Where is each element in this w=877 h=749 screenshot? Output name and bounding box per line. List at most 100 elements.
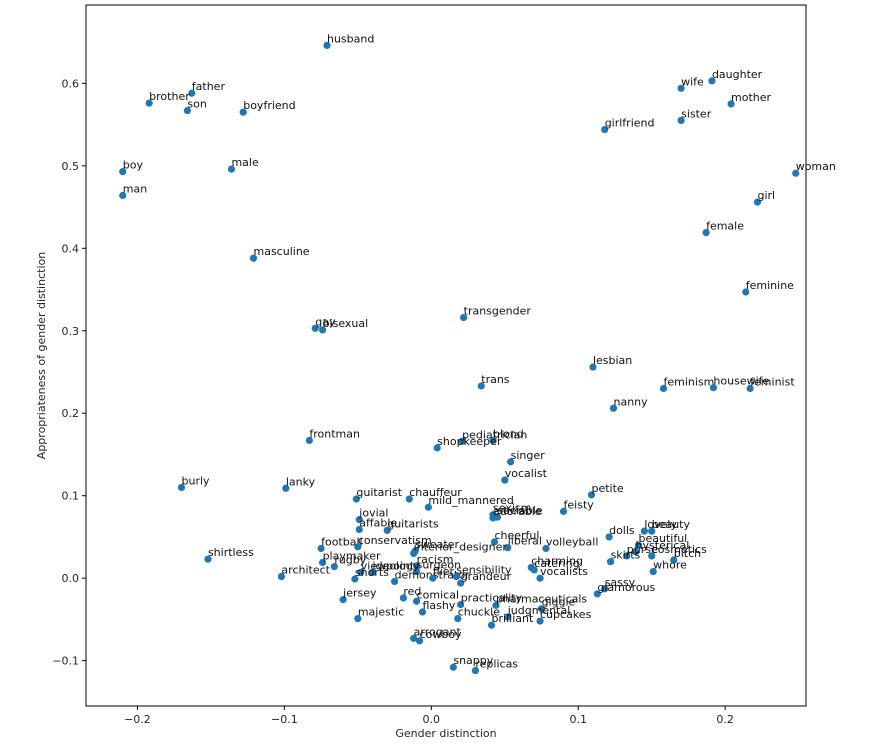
data-point-label: housewife — [713, 375, 769, 388]
data-point-label: chuckle — [458, 606, 500, 619]
data-point — [457, 579, 465, 587]
data-point-group: feisty — [559, 498, 594, 515]
data-point-group: burly — [177, 474, 210, 492]
data-point-label: vocalist — [505, 467, 548, 480]
data-point — [504, 544, 512, 552]
data-point-group: man — [119, 183, 147, 200]
y-tick-label: 0.6 — [62, 77, 80, 90]
data-point — [507, 458, 515, 466]
data-point-group: shorts — [351, 566, 389, 583]
data-point-label: sociable — [497, 504, 542, 517]
data-point-group: cheerful — [490, 529, 539, 546]
data-point-group: guitarist — [352, 486, 403, 503]
data-point-group: ideology — [368, 559, 420, 576]
data-point-label: architect — [281, 564, 330, 577]
data-point-group: feminine — [742, 279, 794, 296]
x-tick-label: 0.0 — [423, 713, 441, 726]
data-point — [355, 516, 363, 524]
data-point-label: masculine — [254, 245, 310, 258]
data-point-label: whore — [653, 559, 687, 572]
data-point-group: petite — [587, 482, 624, 499]
data-point-label: shirtless — [208, 546, 254, 559]
data-point-group: boyfriend — [239, 99, 296, 116]
data-point-label: sensibility — [456, 564, 512, 577]
data-point-group: chuckle — [454, 606, 500, 623]
data-point-group: mild_mannered — [424, 494, 514, 511]
data-point — [593, 590, 601, 598]
data-point — [318, 326, 327, 334]
data-point — [413, 567, 421, 576]
data-point-label: beautiful — [638, 532, 687, 545]
data-point — [742, 288, 750, 296]
data-point — [606, 558, 615, 566]
data-point — [609, 404, 618, 412]
data-point-group: singer — [507, 449, 545, 466]
data-point-group: arrogant — [410, 625, 461, 642]
data-point — [188, 89, 196, 97]
data-point-group: surgeon — [413, 559, 461, 576]
data-point — [708, 77, 716, 85]
data-point-label: shopkeeper — [437, 435, 502, 448]
data-point — [501, 476, 509, 484]
data-point-label: liberal — [508, 535, 542, 548]
data-point-group: hysterical — [631, 539, 689, 556]
data-point-label: guitarists — [387, 517, 439, 530]
data-point-group: gay — [311, 315, 336, 332]
data-point-label: husband — [327, 32, 374, 45]
data-point-group: sister — [677, 107, 712, 125]
data-point-group: architect — [277, 564, 331, 581]
data-point-label: shorts — [355, 566, 389, 579]
data-point-group: giggle — [537, 596, 576, 613]
data-point — [413, 597, 421, 605]
data-point — [410, 634, 418, 642]
data-point — [183, 106, 191, 115]
data-point-label: affable — [359, 517, 397, 530]
data-point-group: jersey — [339, 587, 377, 604]
data-point-label: daughter — [712, 68, 763, 81]
data-point-group: feminism — [659, 375, 714, 393]
data-point-label: grandeur — [461, 570, 512, 583]
data-point-label: flier — [433, 565, 455, 578]
data-point-group: girl — [753, 189, 775, 206]
data-point-group: pediatrician — [458, 428, 527, 445]
data-point-label: conservatism — [358, 534, 432, 547]
data-point-group: male — [227, 156, 259, 173]
data-point — [648, 552, 656, 560]
data-point-group: transgender — [460, 305, 531, 322]
data-point-label: giggle — [542, 596, 576, 609]
data-point-group: nanny — [609, 395, 648, 412]
data-point — [352, 495, 360, 503]
data-point — [429, 574, 437, 582]
y-tick-label: 0.2 — [62, 407, 80, 420]
data-point-label: guitarist — [356, 486, 402, 499]
data-point-group: jovial — [355, 507, 388, 524]
data-point — [640, 527, 648, 535]
data-point-label: transgender — [464, 305, 532, 318]
data-point — [415, 637, 424, 645]
data-point-label: skirts — [611, 549, 641, 562]
data-point-group: sassy — [601, 576, 636, 593]
x-tick-label: −0.2 — [124, 713, 151, 726]
data-point-group: snappy — [449, 654, 494, 671]
data-point-label: football — [321, 535, 362, 548]
data-point-group: skirts — [606, 549, 641, 566]
data-point-group: husband — [323, 32, 374, 50]
data-point — [311, 324, 319, 332]
data-point-label: brother — [149, 90, 190, 103]
y-tick-label: −0.1 — [52, 655, 79, 668]
y-tick-label: 0.3 — [62, 325, 80, 338]
data-point-label: female — [706, 220, 744, 233]
data-point-label: snappy — [453, 654, 493, 667]
data-point-label: bisexual — [323, 317, 369, 330]
data-point-group: comical — [413, 588, 459, 605]
data-point — [449, 663, 457, 671]
data-point-group: chauffeur — [405, 486, 462, 503]
data-point-group: guitarists — [383, 517, 439, 534]
data-point-label: pharmaceuticals — [496, 592, 587, 605]
data-point-label: ideology — [373, 559, 420, 572]
data-point — [249, 254, 258, 262]
data-point — [368, 568, 377, 576]
data-point — [351, 575, 359, 583]
data-point — [536, 574, 544, 582]
data-point — [277, 572, 286, 581]
